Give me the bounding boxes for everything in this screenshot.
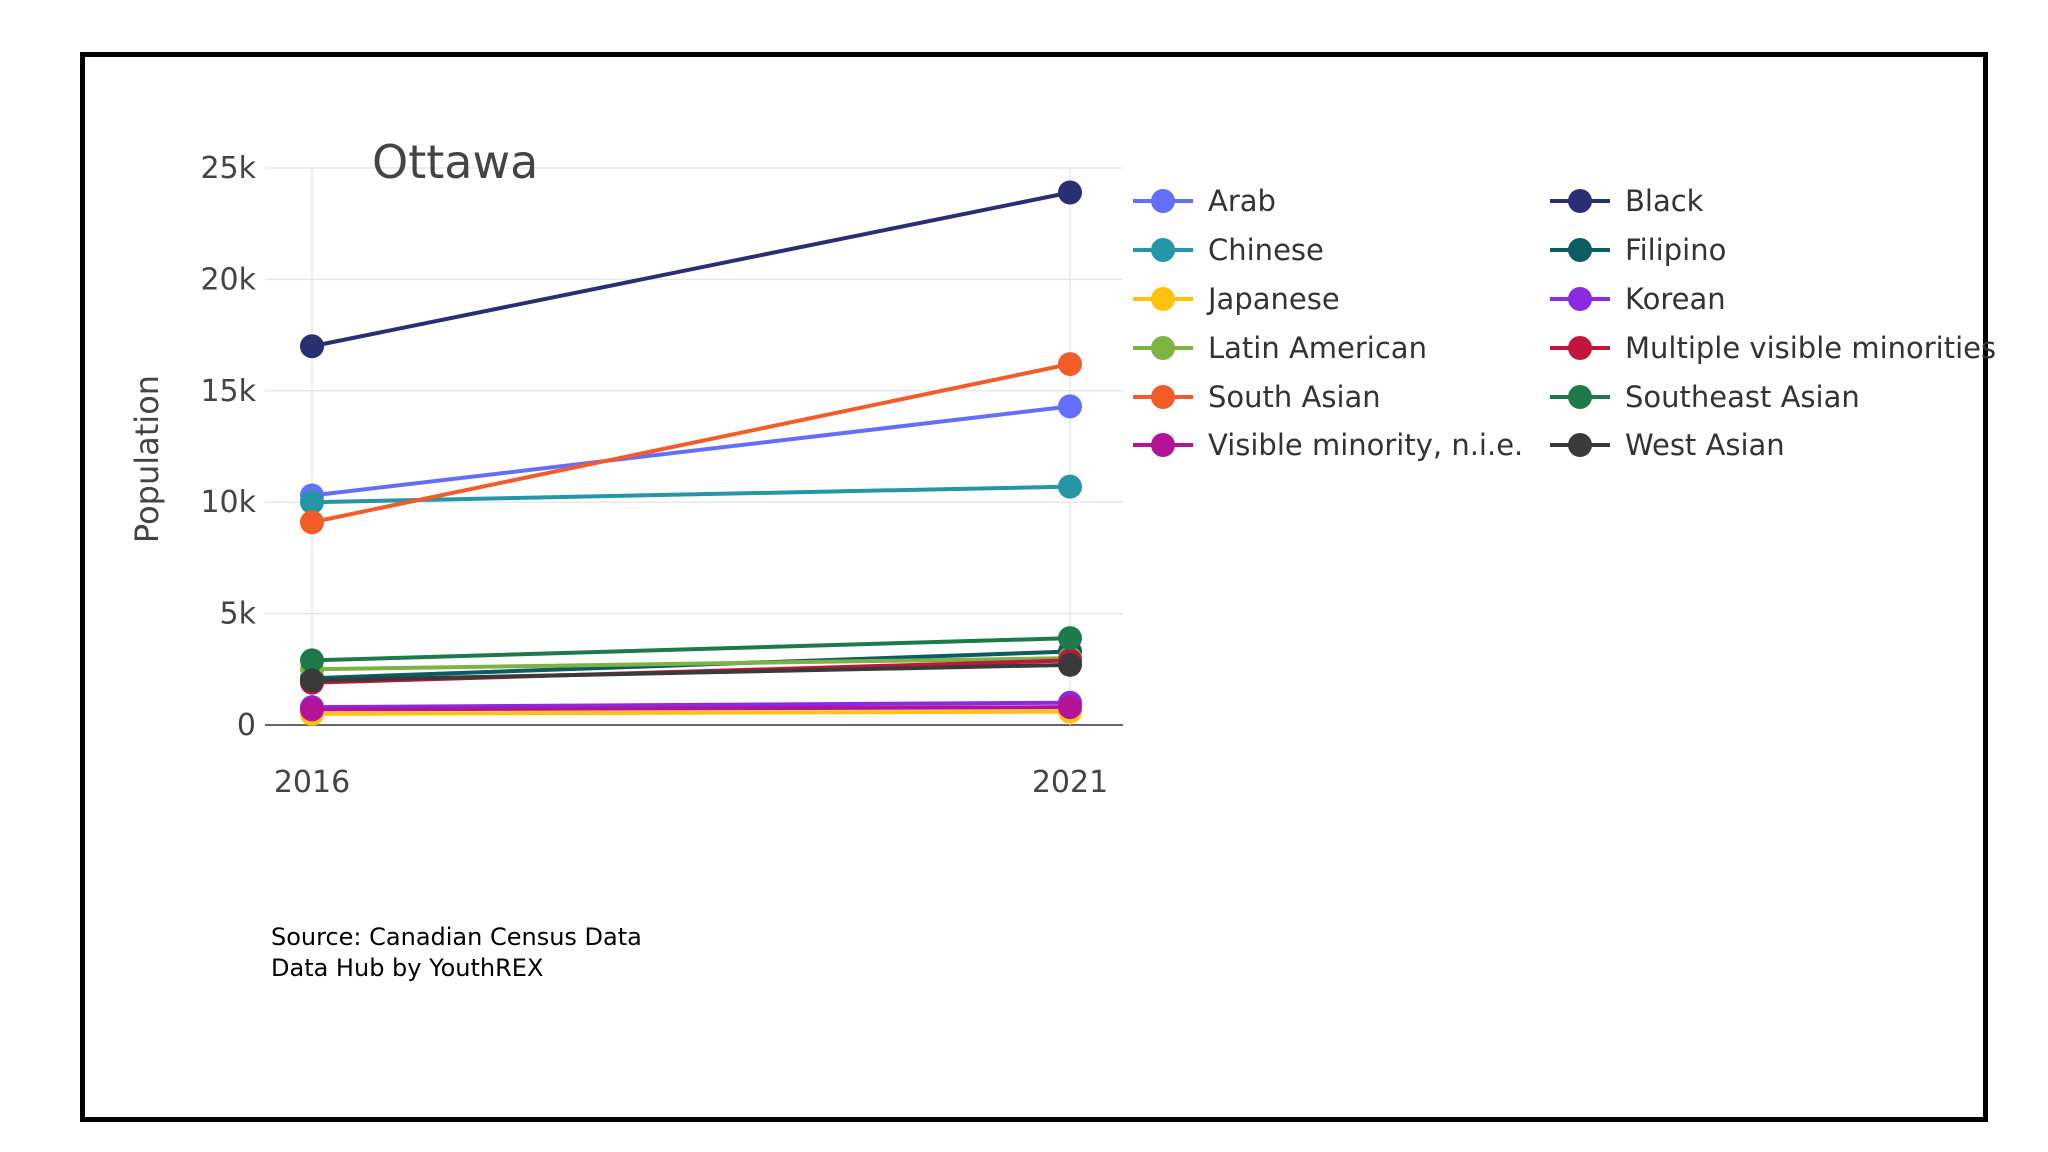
data-point	[300, 648, 324, 673]
series-line	[311, 362, 1071, 525]
grid	[265, 167, 1123, 726]
data-point	[1058, 180, 1082, 205]
data-point	[300, 510, 324, 535]
legend-label: Latin American	[1208, 331, 1427, 365]
series-line	[311, 709, 1071, 716]
legend-label: Korean	[1625, 282, 1726, 316]
data-point	[1058, 394, 1082, 419]
data-point	[1058, 652, 1082, 677]
legend-swatch-marker	[1151, 433, 1175, 457]
y-tick-label: 15k	[200, 374, 256, 409]
legend-label: Japanese	[1206, 282, 1340, 316]
data-point	[300, 490, 324, 515]
series-line	[311, 404, 1071, 498]
x-tick-label: 2021	[1032, 765, 1108, 800]
y-tick-label: 20k	[200, 262, 256, 297]
y-tick-label: 25k	[200, 151, 256, 186]
legend-label: Chinese	[1208, 233, 1324, 267]
y-tick-label: 10k	[200, 485, 256, 520]
x-axis-ticks: 2016 2021	[274, 765, 1108, 800]
legend-label: Visible minority, n.i.e.	[1208, 428, 1523, 462]
series-lines	[311, 190, 1071, 716]
legend-swatch-marker	[1568, 238, 1592, 262]
legend-item[interactable]: Multiple visible minorities	[1550, 331, 1996, 365]
chart-frame	[80, 52, 1988, 1122]
legend[interactable]: Arab Black Chinese Filipino Japanese Korean La…	[1133, 184, 1996, 462]
series-line	[311, 636, 1071, 663]
legend-item[interactable]: South Asian	[1133, 380, 1381, 414]
legend-swatch-marker	[1151, 287, 1175, 311]
series-line	[311, 662, 1071, 683]
data-point	[300, 697, 324, 722]
legend-item[interactable]: Visible minority, n.i.e.	[1133, 428, 1523, 462]
legend-item[interactable]: Korean	[1550, 282, 1726, 316]
legend-item[interactable]: Japanese	[1133, 282, 1340, 316]
data-point	[1058, 626, 1082, 651]
data-point	[300, 334, 324, 359]
series-line	[311, 190, 1071, 349]
legend-label: Filipino	[1625, 233, 1726, 267]
legend-item[interactable]: Latin American	[1133, 331, 1427, 365]
data-point	[1058, 695, 1082, 720]
source-line-1: Source: Canadian Census Data	[271, 923, 642, 951]
y-tick-label: 0	[237, 708, 256, 743]
legend-swatch-marker	[1568, 287, 1592, 311]
legend-swatch-marker	[1568, 336, 1592, 360]
data-point	[1058, 474, 1082, 499]
series-line	[311, 705, 1071, 712]
legend-label: Black	[1625, 184, 1704, 218]
legend-item[interactable]: Chinese	[1133, 233, 1324, 267]
legend-swatch-marker	[1568, 189, 1592, 213]
series-line	[311, 484, 1071, 505]
legend-swatch-marker	[1151, 385, 1175, 409]
legend-label: West Asian	[1625, 428, 1785, 462]
series-line	[311, 700, 1071, 710]
legend-swatch-marker	[1151, 238, 1175, 262]
series-line	[311, 656, 1071, 672]
data-point	[1058, 352, 1082, 377]
legend-item[interactable]: Arab	[1133, 184, 1276, 218]
y-axis-ticks: 0 5k 10k 15k 20k 25k	[200, 151, 256, 743]
legend-label: Arab	[1208, 184, 1276, 218]
legend-label: Multiple visible minorities	[1625, 331, 1996, 365]
legend-label: Southeast Asian	[1625, 380, 1860, 414]
x-tick-label: 2016	[274, 765, 350, 800]
y-tick-label: 5k	[220, 597, 257, 632]
legend-item[interactable]: West Asian	[1550, 428, 1785, 462]
legend-item[interactable]: Black	[1550, 184, 1704, 218]
legend-swatch-marker	[1151, 189, 1175, 213]
legend-label: South Asian	[1208, 380, 1381, 414]
legend-swatch-marker	[1151, 336, 1175, 360]
source-line-2: Data Hub by YouthREX	[271, 954, 543, 982]
legend-item[interactable]: Southeast Asian	[1550, 380, 1860, 414]
chart-title: Ottawa	[372, 135, 538, 189]
y-axis-label: Population	[128, 375, 166, 543]
legend-swatch-marker	[1568, 385, 1592, 409]
data-point	[300, 668, 324, 693]
series-points	[300, 180, 1082, 726]
legend-item[interactable]: Filipino	[1550, 233, 1726, 267]
legend-swatch-marker	[1568, 433, 1592, 457]
